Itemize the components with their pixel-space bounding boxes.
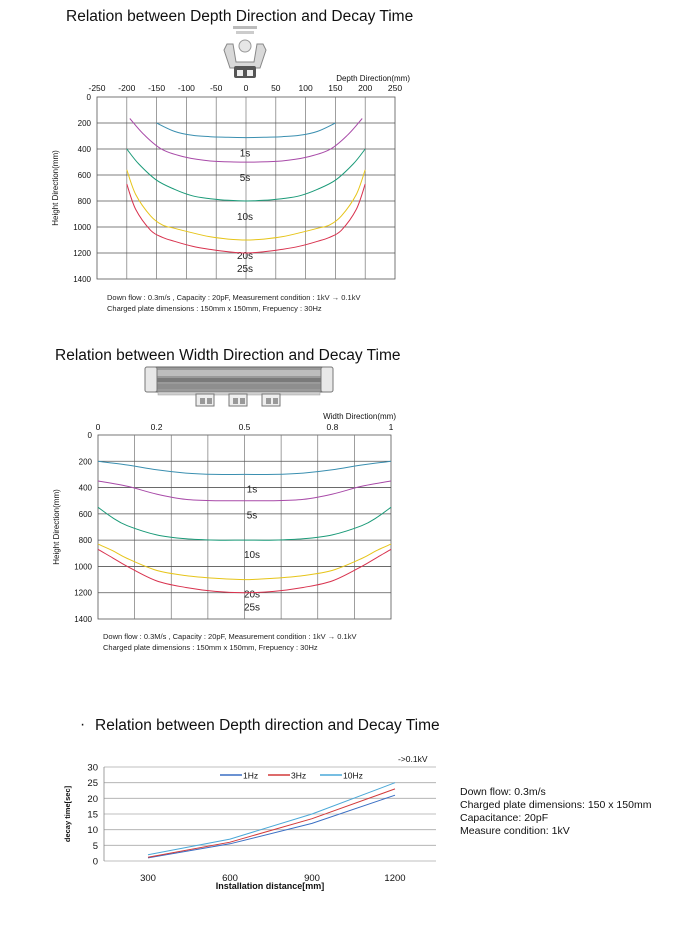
chart3-side-note: Charged plate dimensions: 150 x 150mm <box>460 799 652 811</box>
chart1-x-axis-label: Depth Direction(mm) <box>336 74 410 83</box>
chart2-x-tick-label: 0.5 <box>239 422 251 432</box>
chart1-series-line-20s <box>126 169 366 241</box>
chart1-note-line1: Down flow : 0.3m/s , Capacity : 20pF, Me… <box>107 293 361 302</box>
chart3-annotation: ->0.1kV <box>398 754 428 764</box>
chart3-title: Relation between Depth direction and Dec… <box>95 717 440 734</box>
chart2-note-line2: Charged plate dimensions : 150mm x 150mm… <box>103 643 318 652</box>
chart3-legend-label-10Hz: 10Hz <box>343 771 363 781</box>
chart2-title: Relation between Width Direction and Dec… <box>55 347 401 364</box>
chart2-series-line-10s <box>97 506 392 541</box>
chart2-x-axis-label: Width Direction(mm) <box>323 412 396 421</box>
chart1-note-line2: Charged plate dimensions : 150mm x 150mm… <box>107 304 322 313</box>
chart3-series-line-3Hz <box>147 788 396 858</box>
chart1-y-tick-label: 1200 <box>73 249 91 258</box>
chart3-side-note: Down flow: 0.3m/s <box>460 786 546 798</box>
chart1-x-tick-label: -50 <box>210 83 223 93</box>
chart3-x-tick-label: 900 <box>304 873 320 884</box>
chart2-y-axis-label: Height Direction(mm) <box>52 489 61 565</box>
chart1-x-tick-label: -200 <box>118 83 135 93</box>
chart1-title: Relation between Depth Direction and Dec… <box>66 8 414 25</box>
chart1-x-tick-label: -150 <box>148 83 165 93</box>
chart1-x-tick-label: -100 <box>178 83 195 93</box>
chart2-series-label-20s: 20s <box>244 590 260 601</box>
chart1-y-tick-label: 600 <box>78 171 92 180</box>
chart3-y-tick-label: 15 <box>87 810 98 821</box>
chart2-y-tick-label: 1000 <box>74 562 92 571</box>
chart2-y-tick-label: 0 <box>88 431 93 440</box>
chart2-x-tick-label: 1 <box>389 422 394 432</box>
chart1-y-tick-label: 400 <box>78 145 92 154</box>
chart3-legend-label-3Hz: 3Hz <box>291 771 306 781</box>
chart2-series-label-1s: 1s <box>247 484 258 495</box>
chart3-side-note: Capacitance: 20pF <box>460 812 549 824</box>
chart3-y-tick-label: 20 <box>87 794 98 805</box>
chart3-title-bullet: · <box>80 716 86 733</box>
chart3-y-tick-label: 30 <box>87 763 98 774</box>
chart2-y-tick-label: 200 <box>79 457 93 466</box>
chart1-series-label-25s: 25s <box>237 264 253 275</box>
chart1-x-tick-label: 0 <box>244 83 249 93</box>
chart1-series-label-10s: 10s <box>237 212 253 223</box>
chart1-series-line-5s <box>129 118 363 163</box>
chart1-y-axis-label: Height Direction(mm) <box>51 150 60 226</box>
chart1-series-line-25s <box>126 183 366 254</box>
chart1-series-label-5s: 5s <box>240 173 251 184</box>
chart1-x-tick-label: 200 <box>358 83 372 93</box>
chart2-series-label-25s: 25s <box>244 603 260 614</box>
chart2-y-tick-label: 1200 <box>74 589 92 598</box>
chart2-series-line-20s <box>97 543 392 581</box>
chart1-series-line-1s <box>156 122 336 139</box>
chart2-x-tick-label: 0 <box>96 422 101 432</box>
chart2-note-line1: Down flow : 0.3M/s , Capacity : 20pF, Me… <box>103 632 357 641</box>
chart2-y-tick-label: 800 <box>79 536 93 545</box>
chart1-x-tick-label: 100 <box>299 83 313 93</box>
chart1-x-tick-label: 250 <box>388 83 402 93</box>
chart3-series-line-10Hz <box>147 782 396 856</box>
chart2-y-tick-label: 1400 <box>74 615 92 624</box>
chart1-series-line-10s <box>126 148 366 202</box>
chart1-x-tick-label: 50 <box>271 83 281 93</box>
chart2-series-line-1s <box>97 460 392 475</box>
chart3-x-axis-label: Installation distance[mm] <box>216 881 325 891</box>
chart3-y-tick-label: 0 <box>93 857 98 868</box>
chart3-legend-label-1Hz: 1Hz <box>243 771 258 781</box>
chart2-x-tick-label: 0.2 <box>151 422 163 432</box>
chart1-x-tick-label: 150 <box>328 83 342 93</box>
chart2-y-tick-label: 600 <box>79 510 93 519</box>
chart3-y-tick-label: 5 <box>93 841 98 852</box>
chart1-y-tick-label: 1000 <box>73 223 91 232</box>
chart3-y-axis-label: decay time[sec] <box>63 785 72 842</box>
chart1-series-label-1s: 1s <box>240 149 251 160</box>
chart3-x-tick-label: 1200 <box>384 873 405 884</box>
chart2-series-line-25s <box>97 548 392 594</box>
chart1-y-tick-label: 800 <box>78 197 92 206</box>
chart2-series-line-5s <box>97 480 392 502</box>
chart2-series-label-5s: 5s <box>247 511 258 522</box>
chart1-y-tick-label: 0 <box>87 93 92 102</box>
chart3-x-tick-label: 600 <box>222 873 238 884</box>
chart1-series-label-20s: 20s <box>237 251 253 262</box>
chart3-y-tick-label: 25 <box>87 778 98 789</box>
chart1-y-tick-label: 200 <box>78 119 92 128</box>
chart3-x-tick-label: 300 <box>140 873 156 884</box>
chart2-y-tick-label: 400 <box>79 484 93 493</box>
chart2-x-tick-label: 0.8 <box>326 422 338 432</box>
chart3-y-tick-label: 10 <box>87 825 98 836</box>
chart1-y-tick-label: 1400 <box>73 275 91 284</box>
chart1-x-tick-label: -250 <box>88 83 105 93</box>
chart3-side-note: Measure condition: 1kV <box>460 825 570 837</box>
chart2-series-label-10s: 10s <box>244 550 260 561</box>
chart3-series-line-1Hz <box>147 794 396 859</box>
